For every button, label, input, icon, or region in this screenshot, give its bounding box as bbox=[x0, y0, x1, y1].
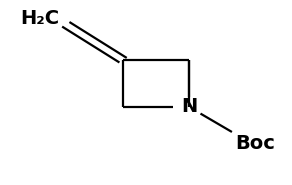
Text: N: N bbox=[181, 97, 197, 116]
Text: H₂C: H₂C bbox=[20, 9, 59, 28]
Text: Boc: Boc bbox=[235, 134, 275, 153]
